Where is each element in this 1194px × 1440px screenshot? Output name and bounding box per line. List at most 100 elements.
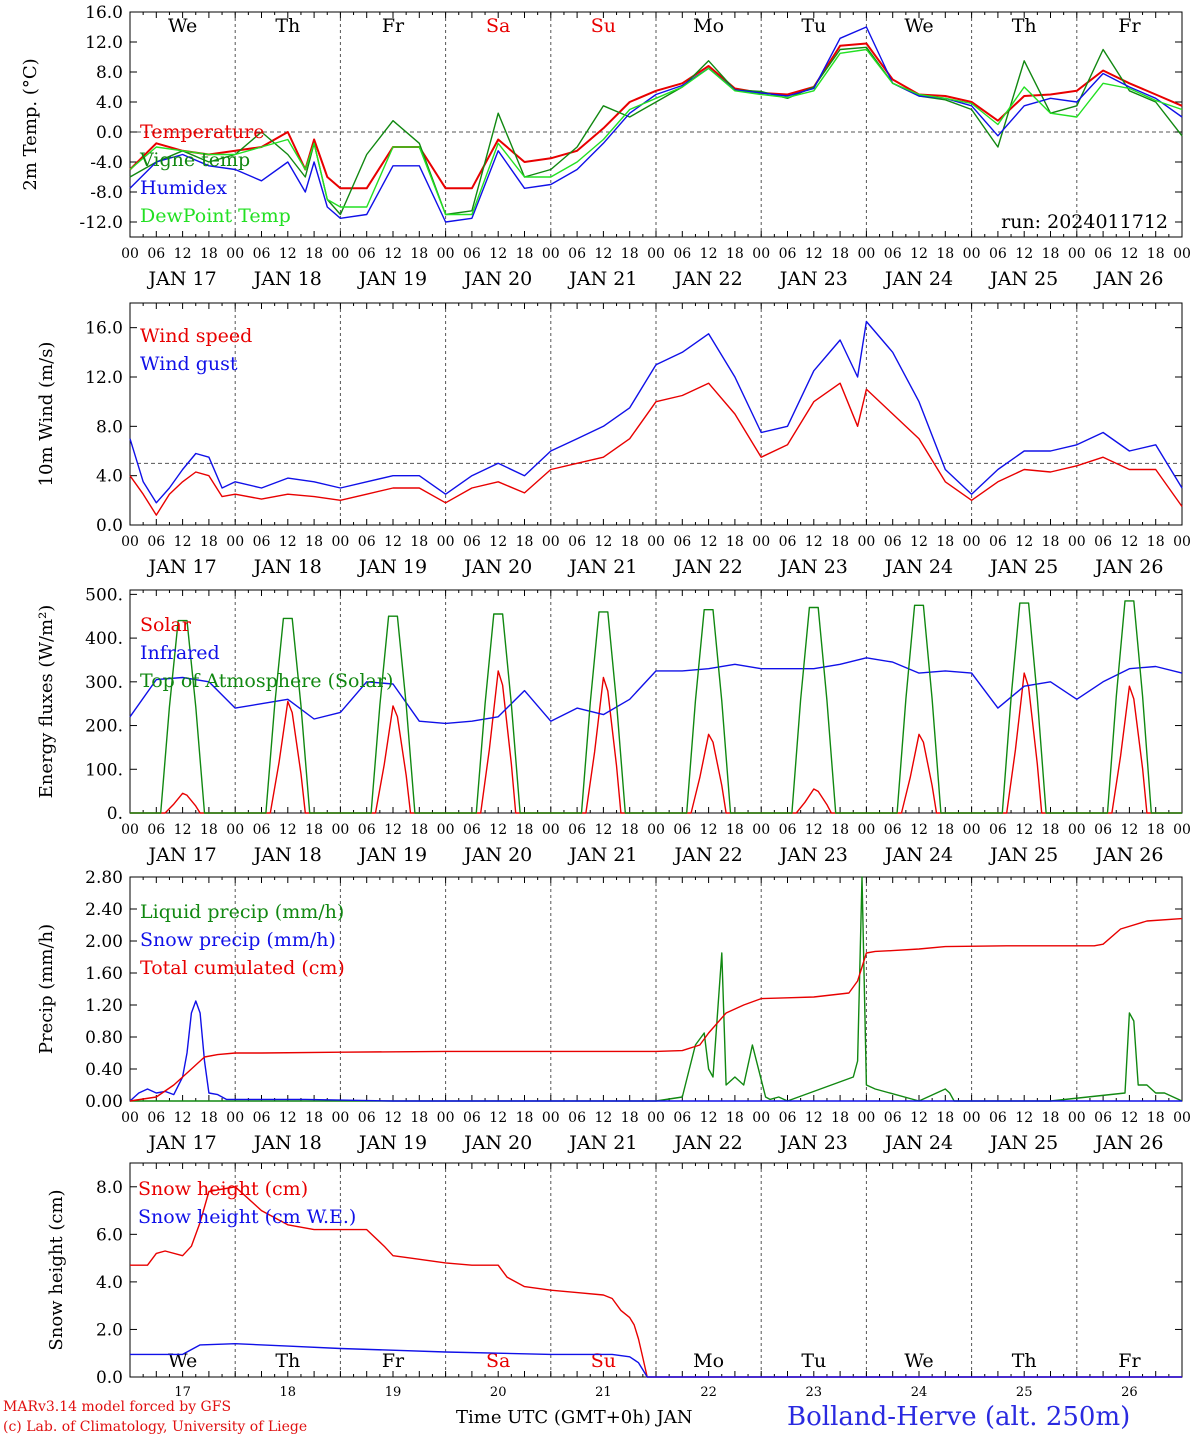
- wind-hour-label: 06: [147, 534, 165, 550]
- precip-y-tick-label: 0.00: [85, 1092, 123, 1112]
- wind-hour-label: 06: [989, 534, 1007, 550]
- wind-date-label: JAN 26: [1093, 556, 1163, 578]
- temp-date-label: JAN 19: [357, 268, 427, 290]
- snow-weekday-label: Mo: [693, 1350, 724, 1372]
- wind-hour-label: 06: [673, 534, 691, 550]
- precip-y-axis-label: Precip (mm/h): [36, 924, 57, 1054]
- energy-hour-label: 06: [884, 822, 902, 838]
- energy-hour-label: 00: [647, 822, 665, 838]
- temp-hour-label: 06: [568, 246, 586, 262]
- temp-weekday-label: Mo: [693, 15, 724, 37]
- precip-hour-label: 12: [174, 1110, 192, 1126]
- energy-date-label: JAN 20: [462, 844, 532, 866]
- energy-series-top-of-atmosphere-solar: [130, 600, 1182, 814]
- temp-legend-entry: DewPoint Temp: [140, 205, 291, 227]
- wind-hour-label: 06: [253, 534, 271, 550]
- precip-series-total-cumulated-cm: [129, 917, 1183, 1102]
- run-label: run: 2024011712: [1001, 211, 1168, 233]
- precip-panel: 0.00 0.40 0.80 1.20 1.60 2.00 2.40 2.80 Precip (…: [36, 868, 1191, 1154]
- temp-hour-label: 12: [1120, 246, 1138, 262]
- wind-hour-label: 18: [726, 534, 744, 550]
- snow-y-axis-label: Snow height (cm): [46, 1189, 67, 1350]
- snow-day-number: 17: [174, 1385, 191, 1400]
- temp-hour-label: 06: [1094, 246, 1112, 262]
- wind-hour-label: 12: [805, 534, 823, 550]
- snow-weekday-label: Su: [591, 1350, 616, 1372]
- snow-weekday-label: Sa: [486, 1350, 510, 1372]
- temp-hour-label: 06: [358, 246, 376, 262]
- energy-hour-label: 06: [1094, 822, 1112, 838]
- precip-hour-label: 06: [463, 1110, 481, 1126]
- precip-hour-label: 00: [857, 1110, 875, 1126]
- temp-date-label: JAN 26: [1093, 268, 1163, 290]
- energy-legend-entry: Solar: [140, 614, 192, 636]
- temp-legend-entry: Temperature: [140, 121, 264, 143]
- precip-y-tick-label: 2.40: [85, 900, 123, 920]
- snow-y-tick-label: 8.0: [96, 1178, 123, 1198]
- snow-y-tick-label: 0.0: [96, 1368, 123, 1388]
- temp-hour-label: 18: [1042, 246, 1060, 262]
- wind-hour-label: 12: [489, 534, 507, 550]
- temp-hour-label: 12: [489, 246, 507, 262]
- snow-weekday-label: Fr: [382, 1350, 405, 1372]
- energy-legend-entry: Infrared: [140, 642, 220, 664]
- temp-hour-label: 00: [752, 246, 770, 262]
- temp-panel: 16.0 12.0 8.0 4.0 0.0 -4.0 -8.0 -12.0 2m Temp. (…: [20, 3, 1191, 290]
- precip-hour-label: 18: [1147, 1110, 1165, 1126]
- temp-hour-label: 18: [410, 246, 428, 262]
- wind-hour-label: 18: [516, 534, 534, 550]
- energy-hour-label: 12: [594, 822, 612, 838]
- snow-y-tick-label: 4.0: [96, 1273, 123, 1293]
- wind-y-tick-label: 0.0: [96, 516, 123, 536]
- wind-panel: 0.0 4.0 8.0 12.0 16.0 10m Wind (m/s) 00 06 12 18 J…: [36, 302, 1191, 578]
- precip-hour-label: 12: [1015, 1110, 1033, 1126]
- energy-hour-label: 12: [174, 822, 192, 838]
- wind-hour-label: 06: [358, 534, 376, 550]
- temp-frame: [129, 11, 1183, 238]
- precip-hour-label: 18: [831, 1110, 849, 1126]
- energy-hour-label: 18: [410, 822, 428, 838]
- temp-y-axis-label: 2m Temp. (°C): [20, 58, 41, 190]
- energy-date-label: JAN 17: [147, 844, 217, 866]
- energy-hour-label: 06: [568, 822, 586, 838]
- precip-date-label: JAN 23: [778, 1132, 848, 1154]
- temp-weekday-label: Th: [275, 15, 300, 37]
- precip-hour-label: 00: [1173, 1110, 1191, 1126]
- energy-hour-label: 18: [305, 822, 323, 838]
- snow-day-number: 19: [385, 1385, 402, 1400]
- temp-legend-entry: Vigne temp: [139, 149, 250, 171]
- energy-hour-label: 18: [200, 822, 218, 838]
- precip-date-label: JAN 19: [357, 1132, 427, 1154]
- temp-date-label: JAN 18: [252, 268, 322, 290]
- precip-hour-label: 06: [568, 1110, 586, 1126]
- snow-series-snow-height-cm-w-e: [130, 1342, 1182, 1378]
- energy-legend-entry: Top of Atmosphere (Solar): [140, 670, 393, 692]
- snow-legend-entry: Snow height (cm): [138, 1178, 308, 1200]
- wind-date-label: JAN 25: [988, 556, 1058, 578]
- precip-hour-label: 18: [200, 1110, 218, 1126]
- energy-y-tick-label: 0.: [107, 804, 123, 824]
- energy-date-label: JAN 18: [252, 844, 322, 866]
- precip-hour-label: 18: [410, 1110, 428, 1126]
- energy-y-axis-label: Energy fluxes (W/m²): [36, 605, 57, 799]
- energy-hour-label: 12: [1120, 822, 1138, 838]
- wind-hour-label: 06: [884, 534, 902, 550]
- wind-date-label: JAN 24: [883, 556, 953, 578]
- energy-hour-label: 06: [673, 822, 691, 838]
- energy-hour-label: 00: [121, 822, 139, 838]
- energy-hour-label: 06: [463, 822, 481, 838]
- wind-date-label: JAN 17: [147, 556, 217, 578]
- temp-hour-label: 12: [174, 246, 192, 262]
- temp-hour-label: 00: [331, 246, 349, 262]
- wind-hour-label: 00: [121, 534, 139, 550]
- precip-series-liquid-precip-mm-h: [130, 876, 1183, 1102]
- wind-hour-label: 12: [910, 534, 928, 550]
- temp-hour-label: 06: [884, 246, 902, 262]
- energy-hour-label: 18: [831, 822, 849, 838]
- wind-series-wind-gust: [129, 320, 1183, 504]
- wind-y-tick-label: 4.0: [96, 467, 123, 487]
- snow-day-number: 20: [490, 1385, 507, 1400]
- energy-hour-label: 06: [779, 822, 797, 838]
- temp-hour-label: 06: [463, 246, 481, 262]
